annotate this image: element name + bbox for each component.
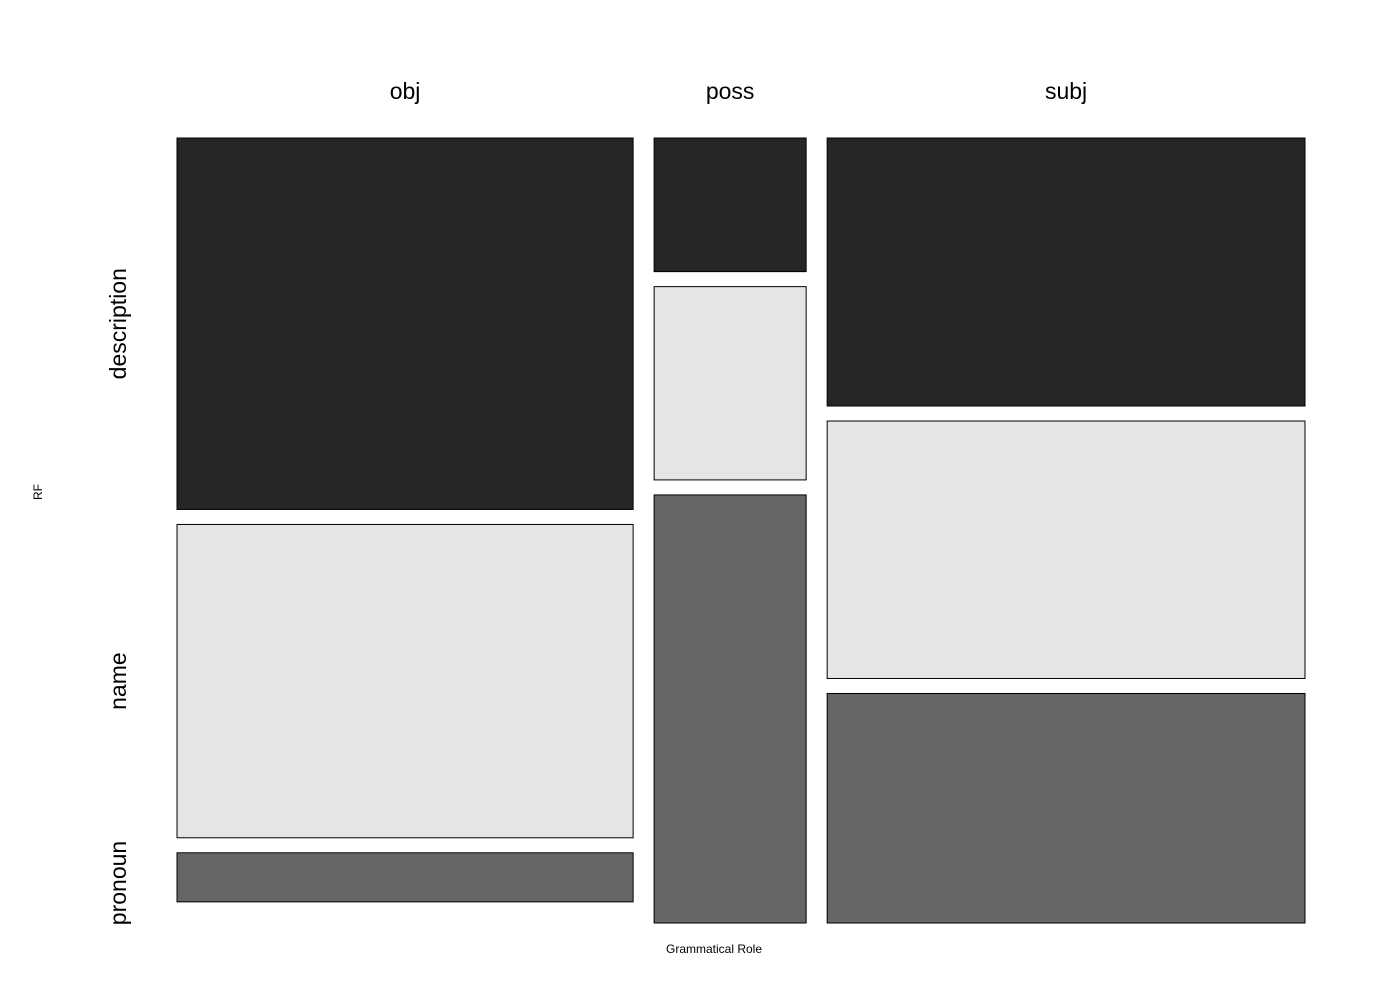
tile-obj-name (176, 523, 634, 839)
mosaic-tiles (176, 137, 1306, 924)
row-label-name: name (105, 652, 131, 710)
tile-poss-description (653, 137, 807, 273)
column-label-subj: subj (1045, 78, 1087, 104)
tile-obj-pronoun (176, 852, 634, 903)
tile-poss-pronoun (653, 494, 807, 924)
x-axis-label: Grammatical Role (666, 942, 762, 956)
tile-poss-name (653, 286, 807, 481)
tile-subj-description (826, 137, 1306, 407)
column-label-poss: poss (706, 78, 755, 104)
y-axis-label: RF (31, 484, 45, 500)
column-label-obj: obj (390, 78, 421, 104)
tile-subj-pronoun (826, 692, 1306, 924)
row-labels: description name pronoun (105, 268, 131, 925)
tile-subj-name (826, 420, 1306, 679)
row-label-description: description (105, 268, 131, 379)
column-labels: obj poss subj (390, 78, 1087, 104)
row-label-pronoun: pronoun (105, 841, 131, 925)
tile-obj-description (176, 137, 634, 510)
